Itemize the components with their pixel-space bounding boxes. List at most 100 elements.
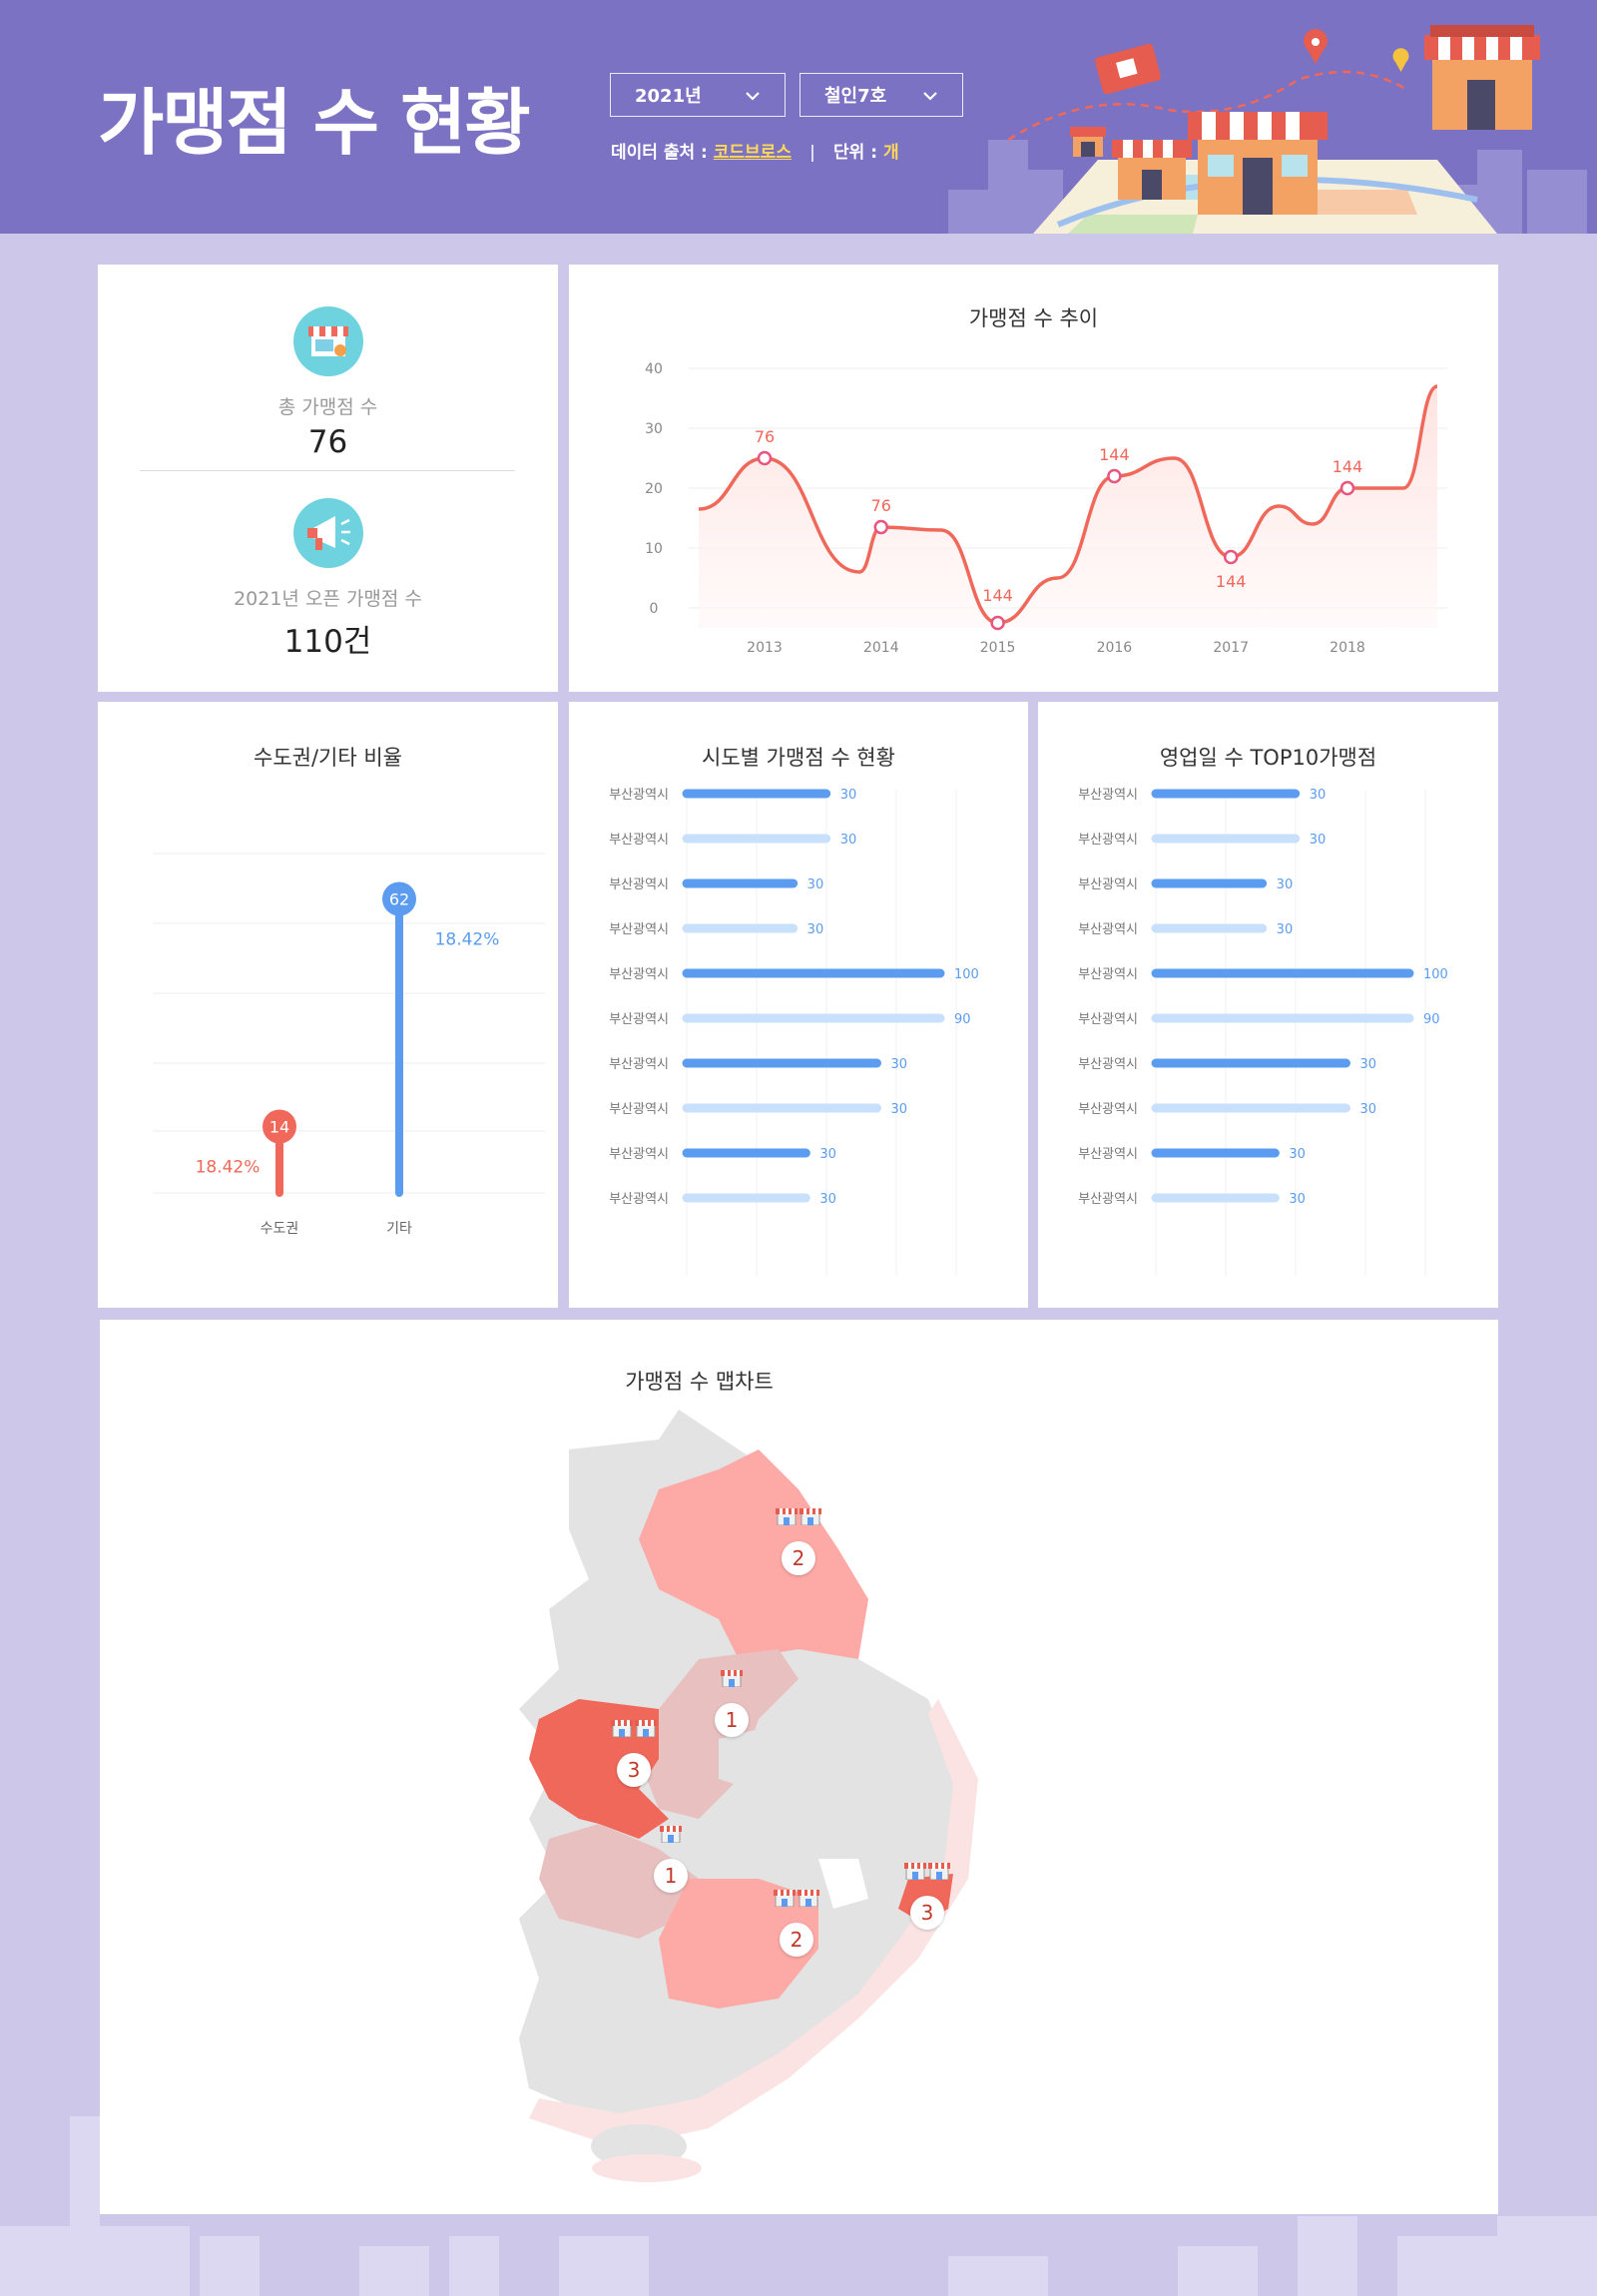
category-label: 부산광역시 <box>609 1192 669 1207</box>
category-label: 부산광역시 <box>1078 1012 1138 1027</box>
y-tick-label: 30 <box>645 421 663 437</box>
bar-value-label: 30 <box>891 1102 908 1117</box>
region-gyeongnam[interactable] <box>659 1879 818 2009</box>
category-label: 부산광역시 <box>609 967 669 982</box>
x-tick-label: 2013 <box>747 640 783 656</box>
region-gangwon[interactable] <box>639 1449 868 1659</box>
data-label: 144 <box>1216 572 1247 591</box>
category-label: 수도권 <box>261 1221 299 1237</box>
region-count-badge: 2 <box>782 1541 815 1575</box>
cityscape-decoration <box>0 2116 1597 2296</box>
category-label: 부산광역시 <box>609 1102 669 1117</box>
megaphone-icon <box>293 498 363 568</box>
map-marker-2[interactable]: 1 <box>692 1669 772 1769</box>
bar-value-label: 30 <box>807 877 824 892</box>
page-title: 가맹점 수 현황 <box>98 81 531 165</box>
category-label: 부산광역시 <box>1078 877 1138 892</box>
region-count-badge: 3 <box>910 1896 944 1930</box>
open-stores-label: 2021년 오픈 가맹점 수 <box>234 588 422 610</box>
category-label: 부산광역시 <box>609 1012 669 1027</box>
total-stores-value: 76 <box>307 424 348 460</box>
bar-value-label: 30 <box>891 1057 908 1072</box>
store-icon <box>798 1890 819 1908</box>
store-icon <box>293 306 363 376</box>
data-source: 데이터 출처 : 코드브로스 | 단위 : 개 <box>611 143 899 163</box>
year-select-value: 2021년 <box>635 86 702 107</box>
chevron-down-icon <box>923 92 937 101</box>
region-chungnam[interactable] <box>529 1699 669 1839</box>
category-label: 부산광역시 <box>1078 1147 1138 1162</box>
region-count-badge: 3 <box>617 1753 651 1787</box>
store-icon <box>799 1508 821 1526</box>
bar-value-label: 30 <box>1360 1057 1377 1072</box>
top10-chart-title: 영업일 수 TOP10가맹점 <box>1159 746 1377 770</box>
source-link[interactable]: 코드브로스 <box>713 143 792 163</box>
category-label: 부산광역시 <box>609 1147 669 1162</box>
data-label: 76 <box>755 427 775 446</box>
region-bar-chart: 부산광역시 30 부산광역시 30 부산광역시 30 부산광역시 30 부산광역시 100 부산광역… <box>609 788 979 1276</box>
lollipop-head <box>382 881 416 916</box>
x-tick-label: 2015 <box>980 640 1016 656</box>
bar-value-label: 30 <box>1277 922 1294 937</box>
y-tick-label: 40 <box>645 361 663 377</box>
map-marker-3[interactable]: 3 <box>594 1719 674 1819</box>
category-label: 부산광역시 <box>1078 1057 1138 1072</box>
data-point <box>1339 480 1355 496</box>
y-tick-label: 0 <box>650 601 659 617</box>
map-marker-1[interactable]: 2 <box>759 1507 838 1607</box>
x-tick-label: 2017 <box>1213 640 1249 656</box>
data-point <box>990 615 1005 631</box>
x-tick-label: 2016 <box>1097 640 1133 656</box>
region-jeonbuk[interactable] <box>539 1824 699 1939</box>
value-label: 14 <box>269 1118 289 1137</box>
region-count-badge: 1 <box>654 1859 688 1893</box>
map-hole <box>719 1729 779 1789</box>
bar-value-label: 30 <box>840 833 857 848</box>
store-icon <box>635 1720 657 1738</box>
data-label: 144 <box>1332 457 1363 476</box>
percent-label: 18.42% <box>196 1158 261 1178</box>
store-icon <box>928 1863 950 1881</box>
bar-value-label: 30 <box>1310 833 1327 848</box>
category-label: 부산광역시 <box>609 833 669 848</box>
category-label: 부산광역시 <box>609 788 669 803</box>
open-stores-value: 110건 <box>283 624 372 660</box>
top10-bar-chart: 부산광역시 30 부산광역시 30 부산광역시 30 부산광역시 30 부산광역시 100 부산광역… <box>1078 788 1448 1276</box>
region-chart-panel: 시도별 가맹점 수 현황 부산광역시 30 부산광역시 30 부산광역시 30 부산광역시 3… <box>569 702 1028 1308</box>
data-point <box>757 450 773 466</box>
lollipop-head <box>263 1109 296 1144</box>
store-icon <box>611 1720 633 1738</box>
category-label: 부산광역시 <box>1078 788 1138 803</box>
map-marker-5[interactable]: 2 <box>757 1889 836 1989</box>
unit-value: 개 <box>882 143 899 163</box>
line-select[interactable]: 철인7호 <box>799 73 963 117</box>
korea-map <box>519 1410 978 2182</box>
bar-value-label: 30 <box>1310 788 1327 803</box>
x-tick-label: 2018 <box>1330 640 1365 656</box>
bar-value-label: 30 <box>807 922 824 937</box>
store-illustration <box>948 25 1587 234</box>
value-label: 62 <box>389 890 409 909</box>
category-label: 부산광역시 <box>1078 833 1138 848</box>
map-hole <box>818 1859 868 1909</box>
bar-value-label: 30 <box>1289 1192 1306 1207</box>
bar-value-label: 100 <box>1423 967 1448 982</box>
category-label: 부산광역시 <box>609 877 669 892</box>
store-icon <box>721 1670 743 1688</box>
region-chungbuk[interactable] <box>639 1649 798 1819</box>
jeju-coast <box>592 2154 702 2182</box>
map-marker-6[interactable]: 3 <box>887 1862 967 1962</box>
line-select-value: 철인7호 <box>824 86 887 107</box>
total-stores-label: 총 가맹점 수 <box>277 396 378 418</box>
map-marker-4[interactable]: 1 <box>631 1825 711 1925</box>
ratio-lollipop-chart: 14 18.42% 수도권 62 18.42% 기타 <box>153 853 545 1237</box>
kpi-panel: 총 가맹점 수 76 2021년 오픈 가맹점 수 110건 <box>98 265 558 692</box>
trend-chart-panel: 가맹점 수 추이 40 30 20 10 0 2013 2014 2015 2016 2017 20… <box>569 265 1498 692</box>
year-select[interactable]: 2021년 <box>610 73 786 117</box>
bar-value-label: 30 <box>840 788 857 803</box>
source-label: 데이터 출처 : <box>611 143 708 163</box>
category-label: 부산광역시 <box>1078 1102 1138 1117</box>
trend-chart-title: 가맹점 수 추이 <box>968 306 1099 330</box>
bar-value-label: 30 <box>819 1147 836 1162</box>
series-line <box>698 384 1438 625</box>
